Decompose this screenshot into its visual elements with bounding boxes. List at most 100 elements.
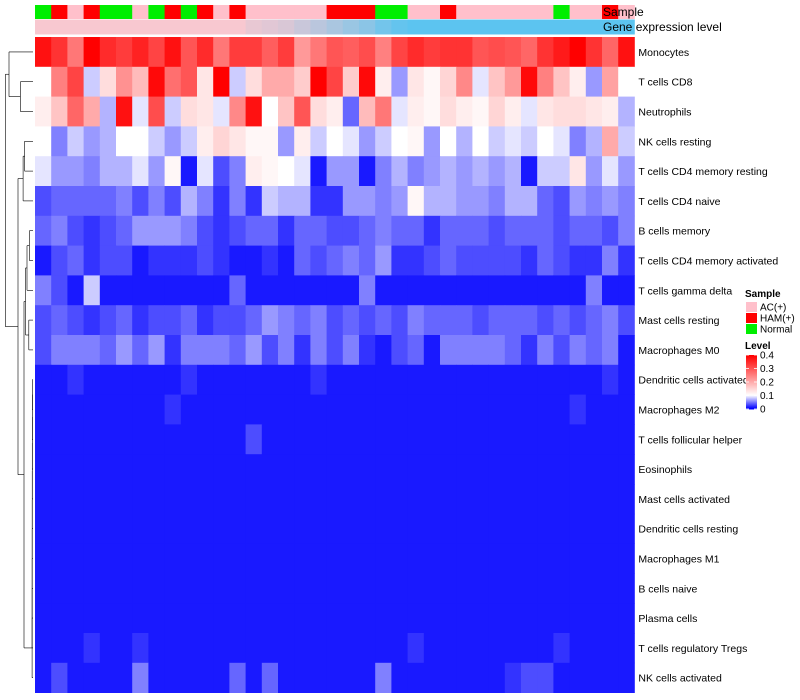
heatmap-cell	[472, 633, 489, 664]
heatmap-cell	[148, 364, 165, 395]
gene-expression-cell	[569, 19, 587, 35]
heatmap-cell	[407, 603, 425, 634]
heatmap-cell	[618, 335, 635, 366]
heatmap-cell	[148, 662, 165, 693]
heatmap-cell	[278, 513, 295, 544]
gene-expression-cell	[537, 19, 554, 35]
heatmap-cell	[618, 513, 635, 544]
heatmap-cell	[618, 156, 635, 187]
heatmap-cell	[585, 305, 603, 336]
heatmap-cell	[504, 275, 522, 306]
heatmap-cell	[278, 662, 295, 693]
gene-expression-cell	[504, 19, 522, 35]
heatmap-cell	[521, 603, 538, 634]
heatmap-cell	[83, 126, 101, 157]
heatmap-cell	[423, 484, 441, 515]
heatmap-cell	[326, 126, 344, 157]
heatmap-cell	[375, 275, 392, 306]
heatmap-cell	[407, 156, 425, 187]
heatmap-cell	[521, 66, 538, 97]
heatmap-cell	[456, 662, 473, 693]
heatmap-cell	[521, 96, 538, 127]
heatmap-cell	[375, 245, 392, 276]
heatmap-cell	[99, 394, 117, 425]
heatmap-cell	[326, 573, 344, 604]
heatmap-cell	[67, 394, 84, 425]
heatmap-cell	[423, 603, 441, 634]
row-label-b-cells-memory: B cells memory	[638, 226, 711, 238]
heatmap-cell	[213, 484, 230, 515]
heatmap-cell	[229, 662, 246, 693]
heatmap-cell	[294, 662, 311, 693]
heatmap-cell	[375, 156, 392, 187]
heatmap-cell	[229, 186, 246, 217]
heatmap-cell	[229, 454, 246, 485]
heatmap-cell	[245, 513, 263, 544]
sample-cell-ham	[359, 5, 376, 19]
heatmap-cell	[569, 37, 587, 68]
heatmap-cell	[569, 305, 587, 336]
heatmap-cell	[148, 394, 165, 425]
heatmap-cell	[342, 484, 360, 515]
heatmap-cell	[407, 633, 425, 664]
heatmap-cell	[440, 186, 457, 217]
heatmap-cell	[472, 394, 489, 425]
heatmap-cell	[116, 37, 133, 68]
heatmap-cell	[472, 662, 489, 693]
heatmap-cell	[569, 424, 587, 455]
heatmap-cell	[553, 662, 570, 693]
heatmap-cell	[359, 394, 376, 425]
heatmap-cell	[245, 305, 263, 336]
heatmap-cell	[245, 603, 263, 634]
heatmap-cell	[51, 66, 68, 97]
heatmap-cell	[67, 96, 84, 127]
heatmap-cell	[278, 215, 295, 246]
heatmap-cell	[229, 245, 246, 276]
heatmap-cell	[99, 335, 117, 366]
gene-expression-cell	[132, 19, 149, 35]
gene-expression-cell	[148, 19, 165, 35]
heatmap-cell	[602, 37, 619, 68]
heatmap-cell	[51, 394, 68, 425]
heatmap-cell	[423, 573, 441, 604]
heatmap-cell	[83, 37, 101, 68]
heatmap-cell	[294, 364, 311, 395]
heatmap-cell	[342, 573, 360, 604]
heatmap-cell	[423, 454, 441, 485]
heatmap-cell	[180, 126, 198, 157]
heatmap-cell	[116, 335, 133, 366]
heatmap-cell	[440, 66, 457, 97]
heatmap-cell	[278, 633, 295, 664]
heatmap-cell	[213, 364, 230, 395]
heatmap-cell	[359, 513, 376, 544]
heatmap-cell	[164, 96, 182, 127]
heatmap-cell	[569, 245, 587, 276]
heatmap-cell	[213, 513, 230, 544]
heatmap-cell	[326, 513, 344, 544]
heatmap-cell	[407, 186, 425, 217]
heatmap-cell	[440, 573, 457, 604]
heatmap-cell	[261, 156, 279, 187]
heatmap-cell	[245, 275, 263, 306]
heatmap-cell	[440, 305, 457, 336]
heatmap-cell	[132, 275, 149, 306]
heatmap-cell	[521, 215, 538, 246]
heatmap-cell	[602, 215, 619, 246]
heatmap-cell	[407, 126, 425, 157]
heatmap-cell	[423, 543, 441, 574]
heatmap-cell	[342, 424, 360, 455]
heatmap-cell	[472, 66, 489, 97]
heatmap-cell	[180, 186, 198, 217]
heatmap-cell	[294, 126, 311, 157]
heatmap-cell	[51, 364, 68, 395]
heatmap-cell	[472, 603, 489, 634]
heatmap-cell	[229, 633, 246, 664]
heatmap-cell	[618, 662, 635, 693]
heatmap-cell	[99, 603, 117, 634]
heatmap-cell	[132, 484, 149, 515]
gene-expression-cell	[294, 19, 311, 35]
heatmap-cell	[521, 275, 538, 306]
heatmap-cell	[35, 66, 52, 97]
row-label-t-cells-cd4-naive: T cells CD4 naive	[638, 196, 720, 208]
